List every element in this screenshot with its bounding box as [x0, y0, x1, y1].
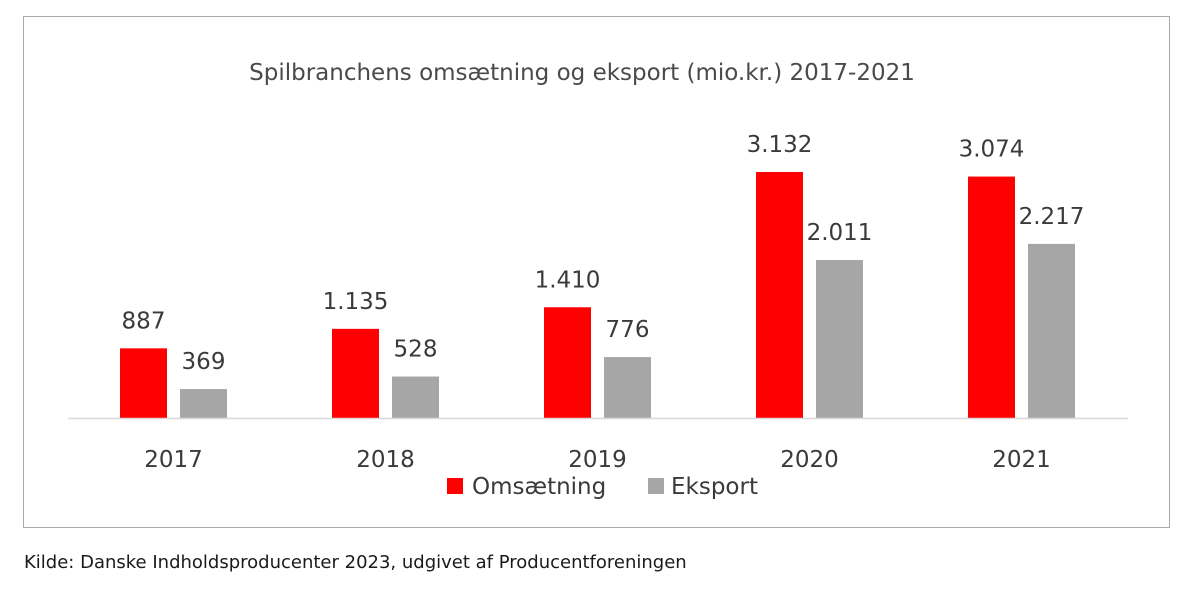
bar-omsætning-2021: [968, 176, 1015, 418]
bar-chart: Spilbranchens omsætning og eksport (mio.…: [68, 60, 1128, 500]
chart-title: Spilbranchens omsætning og eksport (mio.…: [249, 60, 915, 86]
bar-omsætning-2020: [756, 172, 803, 418]
data-label-eksport-2019: 776: [606, 317, 650, 343]
legend-label-eksport: Eksport: [671, 474, 758, 500]
legend-swatch-eksport: [648, 478, 664, 494]
bar-eksport-2018: [392, 376, 439, 418]
source-note: Kilde: Danske Indholdsproducenter 2023, …: [24, 552, 687, 573]
data-label-omsætning-2020: 3.132: [747, 132, 813, 158]
bar-eksport-2020: [816, 260, 863, 418]
data-label-omsætning-2017: 887: [122, 308, 166, 334]
data-label-eksport-2021: 2.217: [1019, 204, 1085, 230]
x-tick-label-2017: 2017: [144, 447, 203, 473]
data-label-eksport-2017: 369: [182, 349, 226, 375]
bar-eksport-2017: [180, 389, 227, 418]
bar-omsætning-2017: [120, 348, 167, 418]
legend-swatch-omsætning: [447, 478, 463, 494]
x-tick-label-2018: 2018: [356, 447, 415, 473]
data-label-eksport-2018: 528: [394, 337, 438, 363]
data-label-eksport-2020: 2.011: [807, 220, 873, 246]
x-tick-label-2019: 2019: [568, 447, 627, 473]
x-tick-label-2020: 2020: [780, 447, 839, 473]
data-label-omsætning-2019: 1.410: [535, 267, 601, 293]
x-tick-label-2021: 2021: [992, 447, 1051, 473]
bar-eksport-2021: [1028, 243, 1075, 418]
data-label-omsætning-2018: 1.135: [323, 289, 389, 315]
bar-omsætning-2018: [332, 328, 379, 418]
bar-eksport-2019: [604, 357, 651, 418]
legend-label-omsætning: Omsætning: [472, 474, 606, 500]
bar-omsætning-2019: [544, 307, 591, 418]
data-label-omsætning-2021: 3.074: [959, 137, 1025, 163]
